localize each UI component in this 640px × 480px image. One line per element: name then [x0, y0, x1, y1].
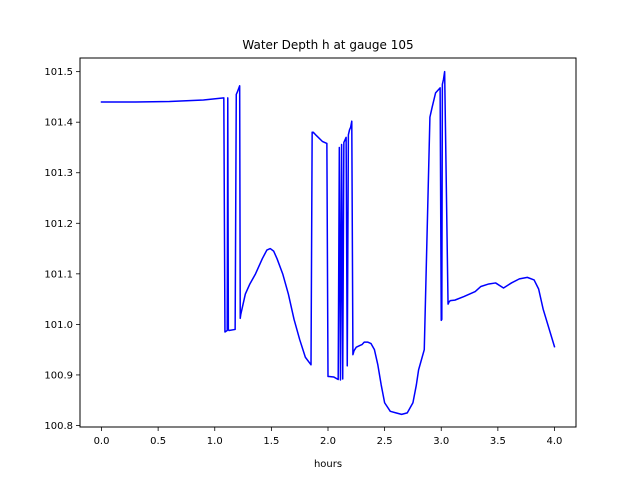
- y-tick-label: 100.9: [44, 370, 73, 381]
- x-tick-label: 4.0: [547, 436, 563, 447]
- x-tick-label: 0.0: [94, 436, 110, 447]
- y-tick-label: 101.5: [44, 67, 73, 78]
- x-axis: 0.0 0.5 1.0 1.5 2.0 2.5 3.0 3.5 4.0: [94, 427, 563, 447]
- x-tick-label: 1.5: [263, 436, 279, 447]
- x-tick-label: 3.5: [490, 436, 506, 447]
- y-axis: 100.8 100.9 101.0 101.1 101.2 101.3 101.4 101.5: [44, 67, 80, 432]
- x-tick-label: 2.0: [320, 436, 336, 447]
- y-tick-label: 101.4: [44, 118, 73, 129]
- x-tick-label: 1.0: [207, 436, 223, 447]
- x-tick-label: 0.5: [150, 436, 166, 447]
- series-line: [100, 70, 556, 416]
- plot-area: [100, 70, 556, 416]
- chart-title: Water Depth h at gauge 105: [242, 38, 413, 52]
- y-tick-label: 101.2: [44, 219, 73, 230]
- y-tick-label: 101.3: [44, 168, 73, 179]
- x-axis-label: hours: [314, 459, 342, 470]
- y-tick-label: 101.0: [44, 320, 73, 331]
- y-tick-label: 100.8: [44, 421, 73, 432]
- x-tick-label: 3.0: [433, 436, 449, 447]
- y-tick-label: 101.1: [44, 269, 73, 280]
- x-tick-label: 2.5: [377, 436, 393, 447]
